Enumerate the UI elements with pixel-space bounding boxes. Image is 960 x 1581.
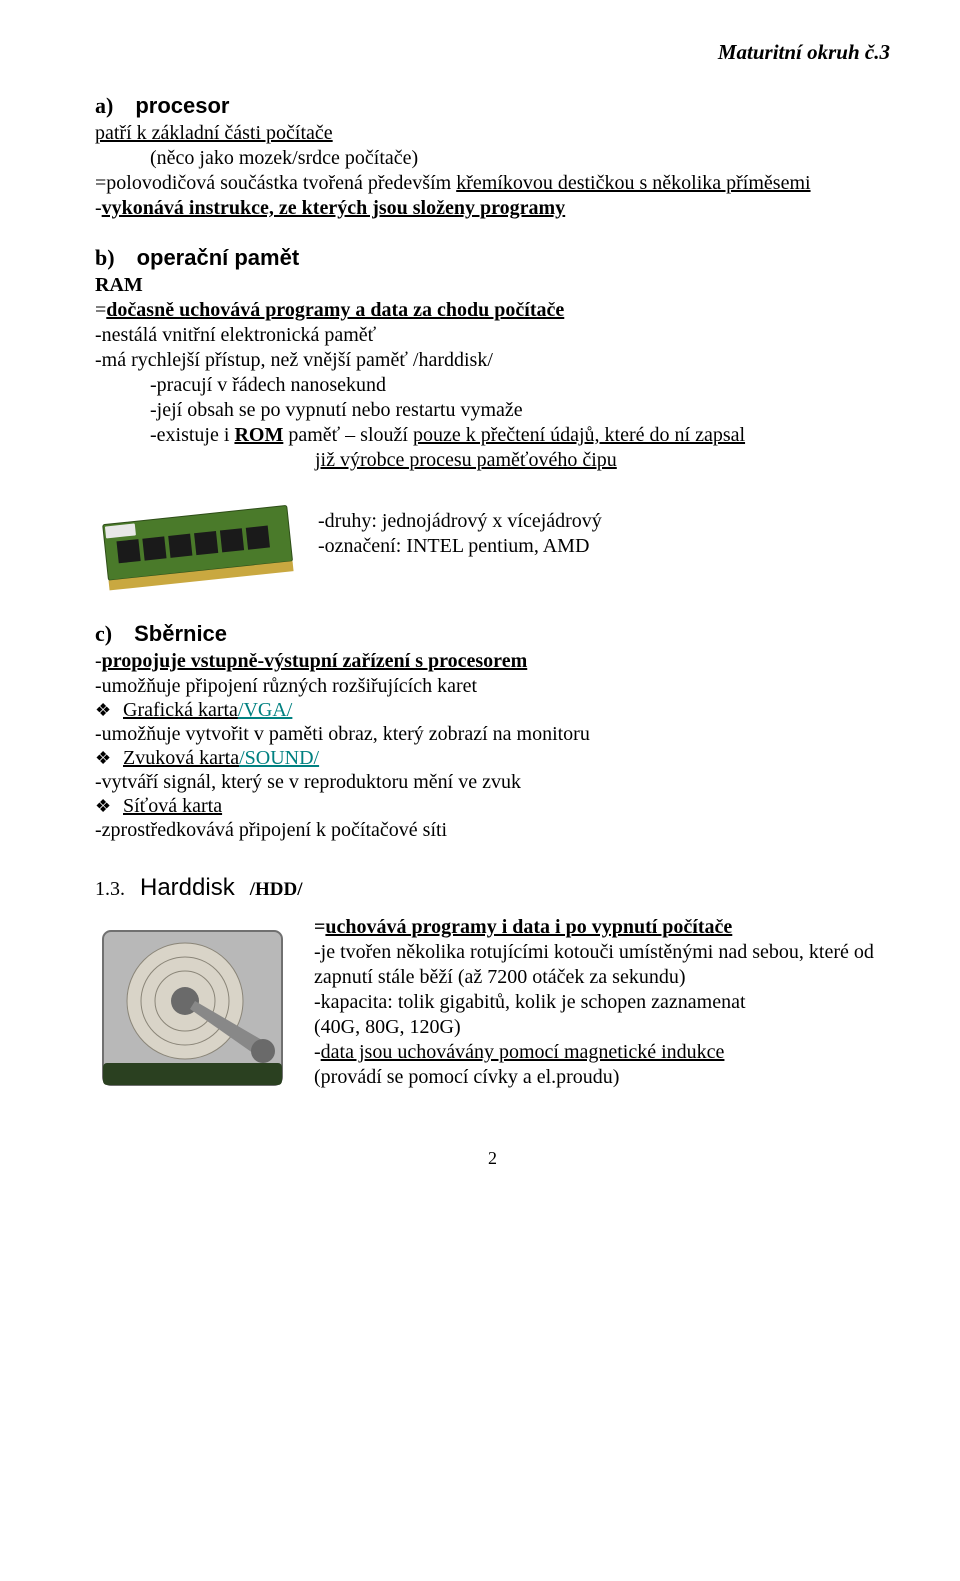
hdd-image-wrap <box>95 915 290 1098</box>
hdd-l5: -data jsou uchovávány pomocí magnetické … <box>314 1040 890 1065</box>
section-c-word: Sběrnice <box>134 621 227 646</box>
section-a-heading: a) procesor <box>95 93 890 119</box>
section-b-heading: b) operační pamět <box>95 245 890 271</box>
ram-chip <box>168 534 192 558</box>
bullet-sound: ❖ Zvuková karta/SOUND/ <box>95 747 890 770</box>
sec-c-line4: -vytváří signál, který se v reproduktoru… <box>95 770 890 795</box>
ram-chip <box>246 526 270 550</box>
ram-chip <box>116 539 140 563</box>
ram-chip <box>220 528 244 552</box>
sec-b-line8: již výrobce procesu paměťového čipu <box>95 448 890 473</box>
sec-a-l3b: křemíkovou destičkou s několika příměsem… <box>456 172 810 194</box>
hdd-l1a: = <box>314 916 325 938</box>
sec-a-l3a: =polovodičová součástka tvořená předevší… <box>95 172 456 194</box>
section-c-heading: c) Sběrnice <box>95 621 890 647</box>
hdd-l6: (provádí se pomocí cívky a el.proudu) <box>314 1065 890 1090</box>
ram-module-image <box>95 487 300 597</box>
hdd-l3: -kapacita: tolik gigabitů, kolik je scho… <box>314 990 890 1015</box>
sec-c-line1: -propojuje vstupně-výstupní zařízení s p… <box>95 649 890 674</box>
header-title: Maturitní okruh č.3 <box>95 40 890 65</box>
sec-c-line3: -umožňuje vytvořit v paměti obraz, který… <box>95 722 890 747</box>
sec-b-l2b: dočasně uchovává programy a data za chod… <box>106 299 564 321</box>
sec-c-l1a: - <box>95 650 102 672</box>
section-a: a) procesor patří k základní části počít… <box>95 93 890 221</box>
sec-c-line2: -umožňuje připojení různých rozšiřujícíc… <box>95 674 890 699</box>
hdd-row: =uchovává programy i data i po vypnutí p… <box>95 915 890 1098</box>
section-b-letter: b) <box>95 245 115 270</box>
sec-b-l2a: = <box>95 299 106 321</box>
hdd-l1: =uchovává programy i data i po vypnutí p… <box>314 915 890 940</box>
sec-c-line5: -zprostředkovává připojení k počítačové … <box>95 818 890 843</box>
b1b: /VGA/ <box>238 699 292 721</box>
sec-a-line2: (něco jako mozek/srdce počítače) <box>95 146 890 171</box>
section-b: b) operační pamět RAM =dočasně uchovává … <box>95 245 890 597</box>
ram-row: -druhy: jednojádrový x vícejádrový -ozna… <box>95 487 890 597</box>
section-hdd: 1.3. Harddisk /HDD/ <box>95 873 890 1098</box>
section-b-word: operační pamět <box>137 245 300 270</box>
sec-c-l1b: propojuje vstupně-výstupní zařízení s pr… <box>102 650 528 672</box>
sec-b-line3: -nestálá vnitřní elektronická paměť <box>95 323 890 348</box>
diamond-bullet-icon: ❖ <box>95 700 113 721</box>
sec-b-r2: -označení: INTEL pentium, AMD <box>318 534 602 559</box>
hdd-pcb <box>103 1063 282 1085</box>
sec-b-line6: -její obsah se po vypnutí nebo restartu … <box>95 398 890 423</box>
hdd-l5a: - <box>314 1041 321 1063</box>
ram-chip <box>194 531 218 555</box>
sec-a-line1: patří k základní části počítače <box>95 121 890 146</box>
sec-a-line3: =polovodičová součástka tvořená předevší… <box>95 171 890 196</box>
hdd-l5b: data jsou uchovávány pomocí magnetické i… <box>321 1041 725 1063</box>
hdd-l4: (40G, 80G, 120G) <box>314 1015 890 1040</box>
ram-text-col: -druhy: jednojádrový x vícejádrový -ozna… <box>318 487 602 559</box>
sec-a-line4: -vykonává instrukce, ze kterých jsou slo… <box>95 196 890 221</box>
page-number: 2 <box>95 1148 890 1169</box>
hdd-l1b: uchovává programy i data i po vypnutí po… <box>325 916 732 938</box>
sec-b-line4: -má rychlejší přístup, než vnější paměť … <box>95 348 890 373</box>
section-c: c) Sběrnice -propojuje vstupně-výstupní … <box>95 621 890 843</box>
bullet-vga-text: Grafická karta/VGA/ <box>123 699 292 722</box>
b2a: Zvuková karta <box>123 747 239 769</box>
bullet-sound-text: Zvuková karta/SOUND/ <box>123 747 319 770</box>
section-c-letter: c) <box>95 621 112 646</box>
sec-b-l7c: paměť – slouží <box>283 424 413 446</box>
hdd-suffix: /HDD/ <box>250 879 303 900</box>
sec-b-l7a: -existuje i <box>150 424 234 446</box>
hdd-image <box>95 923 290 1093</box>
spacer <box>95 473 890 487</box>
hdd-arm-pivot <box>251 1039 275 1063</box>
hdd-num: 1.3. <box>95 878 125 900</box>
section-a-word: procesor <box>135 93 229 118</box>
sec-b-line7: -existuje i ROM paměť – slouží pouze k p… <box>95 423 890 448</box>
sec-b-ram: RAM <box>95 273 890 298</box>
b1a: Grafická karta <box>123 699 238 721</box>
ram-chip <box>142 536 166 560</box>
sec-b-line2: =dočasně uchovává programy a data za cho… <box>95 298 890 323</box>
hdd-l2: -je tvořen několika rotujícími kotouči u… <box>314 940 890 990</box>
bullet-net: ❖ Síťová karta <box>95 795 890 818</box>
page: Maturitní okruh č.3 a) procesor patří k … <box>0 0 960 1199</box>
section-a-letter: a) <box>95 93 113 118</box>
b3a: Síťová karta <box>123 795 262 818</box>
sec-b-l7d: pouze k přečtení údajů, které do ní zaps… <box>413 424 745 446</box>
sec-b-r1: -druhy: jednojádrový x vícejádrový <box>318 509 602 534</box>
hdd-word: Harddisk <box>140 874 235 901</box>
sec-a-l4a: - <box>95 197 102 219</box>
diamond-bullet-icon: ❖ <box>95 748 113 769</box>
diamond-bullet-icon: ❖ <box>95 796 113 817</box>
sec-a-l4b: vykonává instrukce, ze kterých jsou slož… <box>102 197 566 219</box>
sec-b-line5: -pracují v řádech nanosekund <box>95 373 890 398</box>
b2b: /SOUND/ <box>239 747 319 769</box>
hdd-text-col: =uchovává programy i data i po vypnutí p… <box>314 915 890 1090</box>
bullet-vga: ❖ Grafická karta/VGA/ <box>95 699 890 722</box>
hdd-heading: 1.3. Harddisk /HDD/ <box>95 873 890 903</box>
sec-b-l7b: ROM <box>234 424 283 446</box>
